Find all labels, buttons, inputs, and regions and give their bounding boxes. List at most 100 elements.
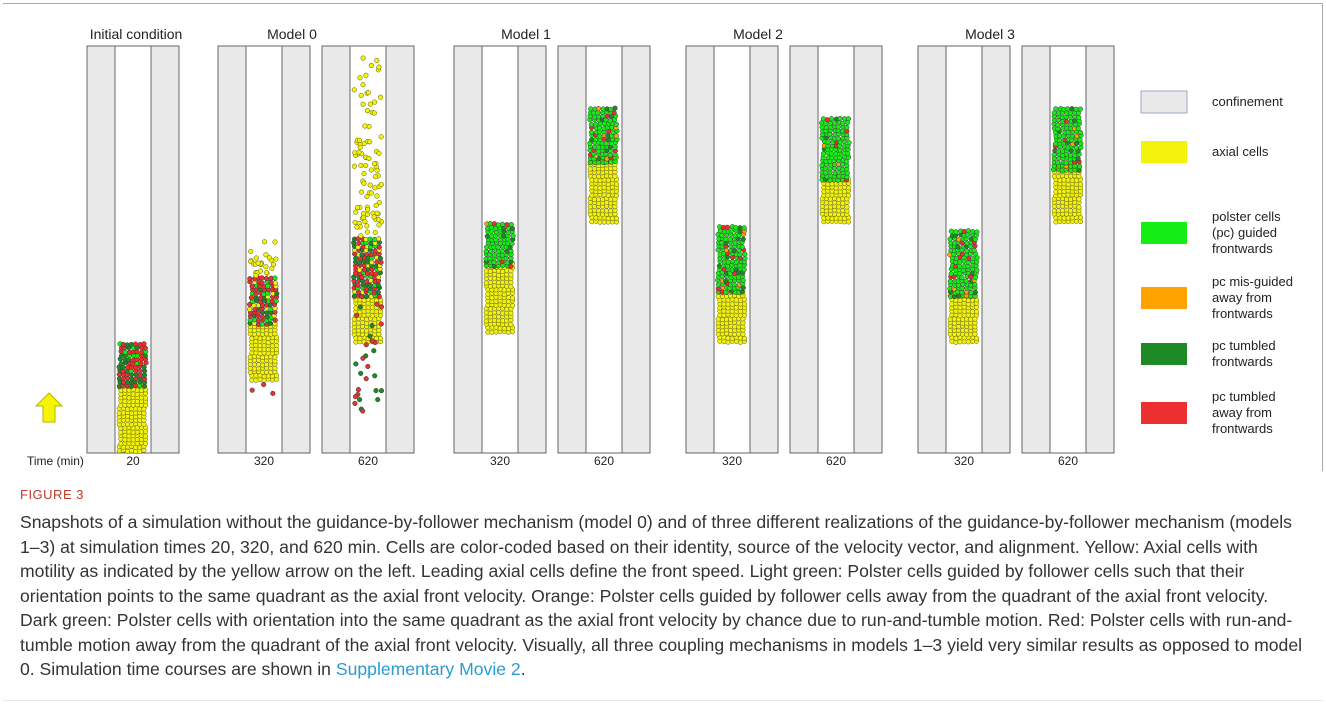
legend-label: axial cells: [1212, 144, 1269, 159]
polster-cell: [138, 361, 144, 367]
axial-cell: [589, 192, 595, 199]
axial-cell: [368, 167, 374, 173]
axial-cell: [372, 174, 378, 180]
polster-cell: [357, 397, 363, 403]
axial-cell: [365, 89, 371, 96]
polster-cell: [357, 304, 363, 310]
polster-cell: [1053, 106, 1059, 112]
polster-cell: [608, 106, 614, 112]
axial-cell: [729, 301, 735, 307]
polster-cell: [363, 376, 369, 382]
polster-cell: [742, 255, 748, 261]
polster-cell: [358, 370, 364, 376]
legend-label: pc tumbled: [1212, 338, 1276, 353]
axial-cell: [372, 99, 378, 105]
polster-cell: [259, 321, 265, 327]
polster-cell: [843, 159, 849, 165]
axial-cell: [508, 284, 514, 290]
polster-cell: [247, 276, 253, 282]
polster-cell: [742, 251, 748, 257]
axial-cell: [357, 75, 363, 81]
polster-cell: [142, 345, 148, 351]
legend-label: frontwards: [1212, 241, 1273, 256]
axial-cell: [265, 335, 271, 341]
axial-cell: [263, 264, 269, 270]
polster-cell: [353, 361, 359, 367]
polster-cell: [819, 124, 825, 130]
polster-cell: [360, 408, 366, 414]
axial-cell: [844, 204, 850, 210]
polster-cell: [270, 390, 276, 396]
confinement-wall-left: [86, 45, 116, 454]
axial-cell: [141, 410, 147, 416]
axial-cell: [272, 354, 278, 360]
polster-cell: [820, 151, 826, 157]
polster-cell: [495, 222, 501, 228]
time-label: 320: [954, 454, 974, 468]
axial-cell: [487, 268, 493, 274]
polster-cell: [588, 121, 594, 128]
axial-cell: [717, 305, 723, 311]
axial-cell: [376, 64, 382, 70]
polster-cell: [1067, 114, 1073, 120]
axial-cell: [493, 298, 499, 305]
caption-end: .: [520, 659, 526, 679]
axial-cell: [269, 265, 275, 271]
polster-cell: [508, 263, 514, 269]
polster-cell: [948, 228, 954, 234]
polster-cell: [126, 357, 132, 363]
confinement-wall-left: [217, 45, 247, 454]
panel-title: Model 3: [965, 26, 1015, 42]
polster-cell: [953, 229, 959, 235]
axial-cell: [266, 255, 272, 261]
axial-cell: [364, 194, 370, 200]
polster-cell: [613, 133, 619, 139]
polster-cell: [947, 278, 953, 284]
axial-cell: [367, 101, 373, 107]
polster-cell: [137, 368, 143, 374]
panel-title: Model 0: [267, 26, 317, 42]
axial-cell: [489, 295, 495, 301]
polster-cell: [731, 248, 737, 254]
polster-cell: [365, 270, 371, 277]
axial-cell: [374, 167, 380, 173]
confinement-wall-right: [749, 45, 779, 454]
polster-cell: [1055, 122, 1061, 128]
axial-cell: [129, 422, 135, 428]
polster-cell: [957, 271, 963, 277]
axial-cell: [356, 149, 362, 155]
axial-cell: [972, 331, 978, 337]
polster-cell: [964, 240, 970, 246]
axial-cell: [376, 222, 382, 228]
polster-cell: [819, 162, 825, 168]
polster-cell: [972, 290, 978, 296]
polster-cell: [375, 282, 381, 288]
axial-cell: [605, 192, 611, 198]
axial-cell: [372, 229, 378, 236]
polster-cell: [974, 267, 980, 273]
supplementary-movie-link[interactable]: Supplementary Movie 2: [335, 659, 521, 679]
polster-cell: [1073, 106, 1079, 112]
legend-label: polster cells: [1212, 209, 1281, 224]
axial-cell: [378, 134, 384, 140]
yellow-arrow-icon: [34, 392, 64, 423]
cells: [819, 115, 852, 225]
axial-cell: [845, 192, 852, 198]
polster-cell: [948, 271, 954, 277]
polster-cell: [587, 160, 593, 166]
polster-cell: [122, 349, 128, 355]
polster-cell: [374, 259, 380, 265]
polster-cell: [352, 400, 358, 406]
axial-cell: [351, 163, 357, 169]
axial-cell: [372, 185, 378, 191]
axial-cell: [272, 365, 278, 371]
axial-cell: [364, 223, 370, 229]
polster-cell: [375, 289, 381, 295]
polster-cell: [501, 226, 507, 232]
axial-cell: [261, 239, 268, 245]
axial-cell: [376, 150, 382, 156]
axial-cell: [378, 181, 384, 188]
polster-cell: [372, 373, 378, 379]
